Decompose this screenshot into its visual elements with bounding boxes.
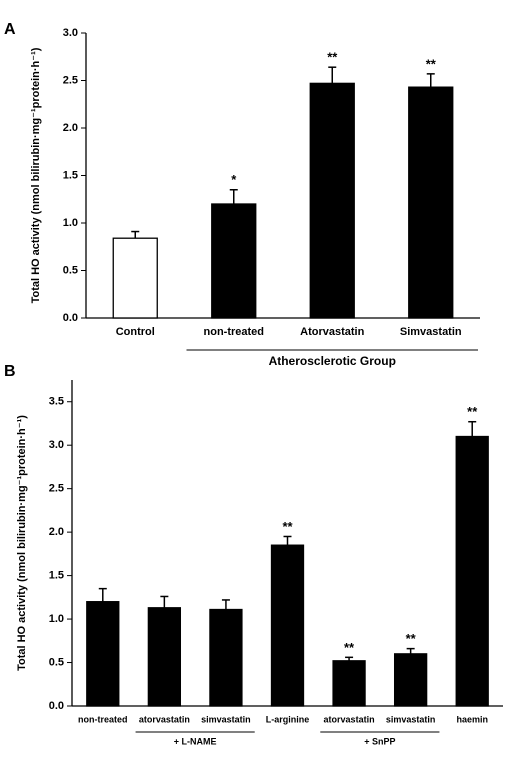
bar <box>393 653 428 707</box>
x-tick-label: Simvastatin <box>400 326 462 338</box>
y-tick-label: 1.0 <box>63 217 78 229</box>
x-tick-label: haemin <box>456 714 488 724</box>
significance-label: ** <box>406 631 417 646</box>
x-tick-label: Control <box>116 326 155 338</box>
y-tick-label: 1.5 <box>63 169 78 181</box>
x-tick-label: atorvastatin <box>139 714 190 724</box>
x-tick-label: atorvastatin <box>324 714 375 724</box>
y-tick-label: 0.0 <box>63 312 78 324</box>
panel-label: A <box>4 21 16 38</box>
group-label: + SnPP <box>364 736 395 746</box>
bar <box>332 660 366 707</box>
significance-label: * <box>231 172 237 187</box>
x-tick-label: non-treated <box>78 714 128 724</box>
y-tick-label: 1.0 <box>49 613 64 625</box>
x-tick-label: non-treated <box>204 326 265 338</box>
significance-label: ** <box>426 56 437 71</box>
group-label: + L-NAME <box>174 736 217 746</box>
bar <box>209 608 243 707</box>
significance-label: ** <box>467 404 478 419</box>
x-tick-label: simvastatin <box>386 714 436 724</box>
y-tick-label: 3.5 <box>49 396 64 408</box>
x-tick-label: simvastatin <box>201 714 251 724</box>
y-tick-label: 3.0 <box>63 27 78 39</box>
y-tick-label: 2.0 <box>49 526 64 538</box>
bar <box>147 607 182 707</box>
y-tick-label: 3.0 <box>49 439 64 451</box>
bar <box>270 544 305 707</box>
significance-label: ** <box>344 640 355 655</box>
bar <box>86 601 120 707</box>
x-tick-label: Atorvastatin <box>300 326 364 338</box>
significance-label: ** <box>327 50 338 65</box>
y-axis-label: Total HO activity (nmol bilirubin·mg⁻¹pr… <box>16 415 28 671</box>
x-tick-label: L-arginine <box>266 714 310 724</box>
group-label: Atherosclerotic Group <box>269 354 396 368</box>
panel-label: B <box>4 363 16 380</box>
y-tick-label: 2.5 <box>49 483 64 495</box>
y-tick-label: 2.5 <box>63 74 78 86</box>
y-tick-label: 0.0 <box>49 700 64 712</box>
y-tick-label: 2.0 <box>63 122 78 134</box>
bar <box>408 86 454 319</box>
significance-label: ** <box>282 519 293 534</box>
bar <box>112 237 158 319</box>
bar <box>211 203 257 319</box>
bar <box>455 435 489 707</box>
y-tick-label: 1.5 <box>49 570 64 582</box>
y-axis-label: Total HO activity (nmol bilirubin·mg⁻¹pr… <box>30 47 42 303</box>
y-tick-label: 0.5 <box>49 656 64 668</box>
bar <box>309 82 355 319</box>
y-tick-label: 0.5 <box>63 264 78 276</box>
